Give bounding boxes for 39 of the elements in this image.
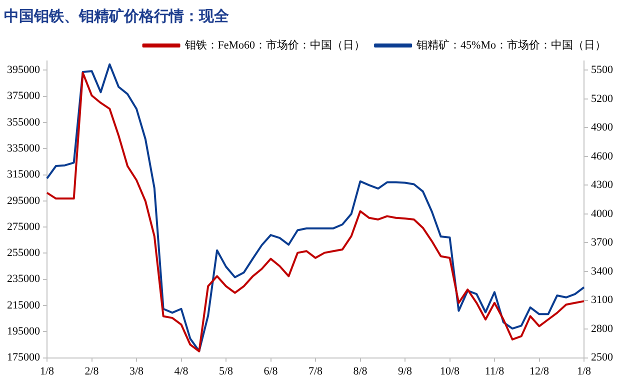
x-tick-label: 3/8 <box>129 365 144 378</box>
y-tick-label: 395000 <box>7 64 40 76</box>
y-tick-label: 275000 <box>7 220 40 233</box>
x-tick-label: 2/8 <box>84 365 100 378</box>
y2-tick-label: 2500 <box>591 352 614 364</box>
x-tick-label: 5/8 <box>218 365 234 378</box>
y-tick-label: 295000 <box>7 194 40 207</box>
y2-tick-label: 3700 <box>591 236 614 249</box>
chart-title: 中国钼铁、钼精矿价格行情：现全 <box>4 6 230 25</box>
x-tick-label: 11/8 <box>484 365 505 378</box>
y-tick-label: 355000 <box>7 116 40 128</box>
y2-tick-label: 3100 <box>591 294 614 306</box>
y2-tick-label: 4000 <box>591 208 614 220</box>
y-tick-label: 175000 <box>7 352 40 364</box>
x-tick-label: 12/8 <box>529 365 550 378</box>
y2-tick-label: 4900 <box>591 122 614 134</box>
y-tick-label: 335000 <box>7 142 40 154</box>
y2-tick-label: 2800 <box>591 322 614 335</box>
x-tick-label: 9/8 <box>398 365 413 378</box>
x-tick-label: 1/8 <box>576 365 592 378</box>
y2-tick-label: 4600 <box>591 150 614 162</box>
y2-tick-label: 5500 <box>591 64 614 76</box>
x-tick-label: 7/8 <box>308 365 324 378</box>
y-tick-label: 195000 <box>7 326 40 338</box>
y2-tick-label: 5200 <box>591 92 614 105</box>
x-tick-label: 1/8 <box>40 365 55 378</box>
x-tick-label: 8/8 <box>353 365 368 378</box>
y2-tick-label: 4300 <box>591 179 614 192</box>
legend-label: 钼精矿：45%Mo：市场价：中国（日） <box>416 38 606 52</box>
legend-label: 钼铁：FeMo60：市场价：中国（日） <box>184 38 366 52</box>
x-tick-label: 10/8 <box>440 365 460 378</box>
y-tick-label: 375000 <box>7 90 40 102</box>
y2-tick-label: 3400 <box>591 265 614 278</box>
y-tick-label: 215000 <box>7 299 40 312</box>
y-tick-label: 255000 <box>7 247 40 260</box>
y-tick-label: 235000 <box>7 273 40 286</box>
x-tick-label: 4/8 <box>174 365 189 378</box>
x-tick-label: 6/8 <box>264 365 278 378</box>
y-tick-label: 315000 <box>7 168 40 181</box>
